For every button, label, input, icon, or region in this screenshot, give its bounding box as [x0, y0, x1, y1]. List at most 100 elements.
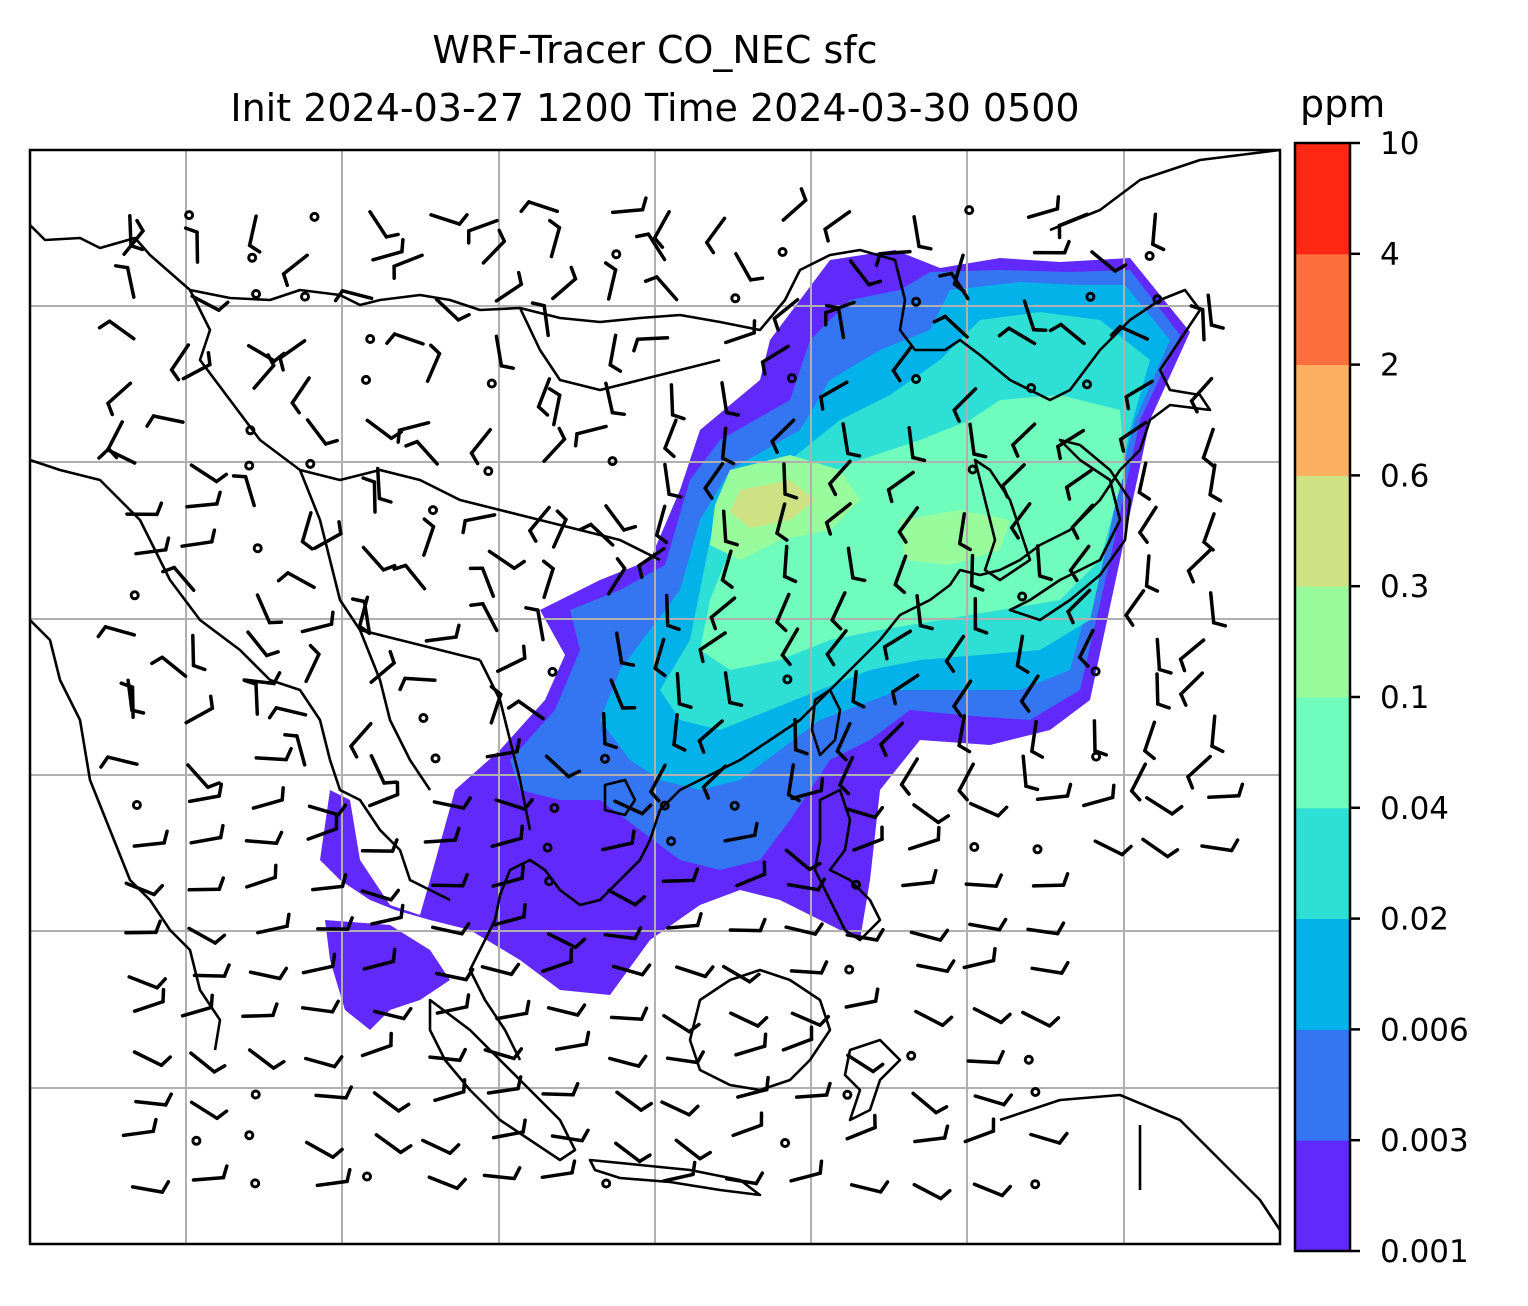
- wind-barb-191: [1155, 672, 1171, 710]
- wind-barb-142: [255, 593, 284, 625]
- wind-barb-358: [130, 1179, 171, 1194]
- wind-barb-244: [244, 830, 284, 846]
- wind-barb-92: [189, 463, 229, 484]
- wind-barb-257: [124, 881, 165, 897]
- calm-marker-55: [780, 1138, 791, 1148]
- wind-barb-129: [551, 509, 568, 549]
- wind-barb-53: [824, 303, 846, 340]
- tracer-band-6b: [900, 510, 1010, 565]
- wind-barb-25: [874, 249, 912, 268]
- calm-marker-18: [1026, 383, 1037, 393]
- wind-barb-0: [128, 213, 145, 252]
- wind-barb-173: [1015, 634, 1030, 674]
- wind-barb-27: [1032, 239, 1071, 255]
- coastline-borneo: [688, 968, 832, 1092]
- wind-barb-149: [664, 593, 681, 632]
- wind-barb-327: [665, 1050, 705, 1065]
- calm-marker-58: [601, 1178, 612, 1189]
- wind-barb-218: [649, 763, 667, 803]
- wind-barb-122: [1202, 512, 1216, 552]
- wind-barb-266: [735, 860, 767, 888]
- wind-barb-210: [1210, 714, 1225, 754]
- wind-barb-329: [781, 1025, 814, 1052]
- coastlines: [30, 150, 1280, 1231]
- wind-barb-324: [483, 1047, 524, 1061]
- wind-barb-181: [369, 649, 396, 684]
- colorbar-tick-label-3: 0.02: [1380, 902, 1449, 938]
- wind-barb-99: [828, 459, 852, 497]
- wind-barb-15: [122, 218, 145, 256]
- wind-barb-317: [1021, 1010, 1061, 1028]
- wind-barb-120: [1070, 503, 1095, 540]
- calm-marker-9: [730, 293, 741, 304]
- wind-barb-6: [610, 196, 648, 215]
- wind-barb-361: [427, 1175, 467, 1191]
- wind-barb-313: [790, 1011, 831, 1027]
- wind-barb-98: [782, 462, 799, 500]
- wind-barb-65: [536, 377, 552, 417]
- calm-marker-39: [659, 800, 670, 811]
- colorbar-segment-5: [1295, 586, 1350, 698]
- wind-barb-357: [1029, 1131, 1069, 1145]
- wind-barb-55: [932, 314, 969, 339]
- wind-barb-320: [247, 1048, 286, 1070]
- wind-barb-265: [661, 867, 700, 883]
- wind-barb-11: [912, 215, 933, 251]
- wind-barb-287: [127, 975, 167, 990]
- wind-barb-187: [851, 669, 866, 709]
- wind-barb-289: [248, 966, 289, 981]
- calm-marker-22: [305, 458, 316, 469]
- wind-barb-347: [374, 1133, 413, 1155]
- calm-marker-31: [782, 674, 793, 685]
- wind-barb-260: [310, 873, 348, 892]
- wind-barb-275: [370, 903, 405, 926]
- wind-barb-246: [360, 838, 399, 853]
- wind-barb-311: [662, 1013, 701, 1034]
- wind-barb-46: [385, 332, 425, 346]
- wind-barb-158: [96, 625, 137, 639]
- wind-barb-124: [180, 528, 217, 548]
- wind-barb-16: [183, 226, 200, 264]
- wind-barb-50: [632, 336, 670, 353]
- wind-barb-56: [997, 326, 1037, 346]
- wind-barb-12: [1026, 195, 1061, 219]
- wind-barb-70: [952, 387, 978, 423]
- wind-barb-163: [424, 623, 461, 643]
- wind-barb-167: [653, 637, 667, 678]
- wind-barb-13: [1057, 212, 1089, 240]
- wind-barb-328: [734, 1032, 768, 1057]
- calm-marker-25: [967, 464, 978, 475]
- wind-barb-356: [963, 1117, 996, 1144]
- wind-barb-4: [466, 218, 499, 245]
- wind-barb-344: [973, 1093, 1014, 1107]
- wind-barb-134: [846, 546, 867, 583]
- wind-barb-89: [1118, 420, 1148, 453]
- wind-barb-174: [1077, 628, 1095, 668]
- wind-barb-248: [490, 824, 524, 849]
- coastline-taiwan: [810, 688, 842, 757]
- wind-barb-121: [1138, 505, 1158, 544]
- wind-barb-339: [615, 1090, 653, 1112]
- wind-barb-72: [1189, 376, 1214, 414]
- wind-barb-322: [360, 1031, 393, 1058]
- calm-marker-13: [365, 334, 376, 344]
- wind-barb-346: [304, 1140, 344, 1159]
- wind-barb-41: [1206, 293, 1225, 330]
- wind-barb-69: [819, 380, 849, 411]
- colorbar-tick-label-0: 0.001: [1380, 1234, 1469, 1270]
- wind-barb-304: [241, 1002, 279, 1019]
- wind-barb-240: [1145, 796, 1184, 816]
- wind-barb-315: [914, 1009, 954, 1028]
- wind-barb-206: [957, 714, 972, 754]
- wind-barb-227: [187, 782, 224, 804]
- wind-barb-24: [848, 259, 883, 287]
- wind-barb-286: [1026, 921, 1066, 936]
- wind-barb-359: [191, 1164, 229, 1182]
- wind-barb-316: [972, 1007, 1012, 1025]
- wind-barb-251: [784, 848, 822, 872]
- wind-barb-190: [1019, 674, 1040, 713]
- wind-barb-250: [723, 821, 759, 843]
- calm-marker-29: [1017, 591, 1028, 602]
- wind-barb-130: [578, 522, 615, 547]
